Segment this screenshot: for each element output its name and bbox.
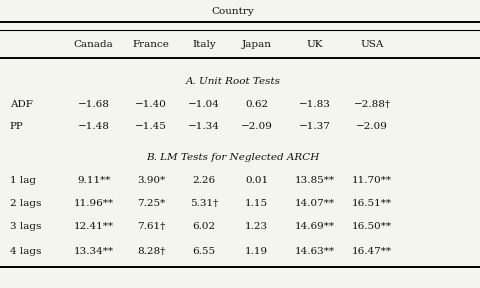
- Text: −1.40: −1.40: [135, 100, 167, 109]
- Text: 14.63**: 14.63**: [294, 247, 335, 256]
- Text: ADF: ADF: [10, 100, 33, 109]
- Text: 5.31†: 5.31†: [190, 199, 218, 209]
- Text: 6.02: 6.02: [192, 222, 216, 232]
- Text: 2 lags: 2 lags: [10, 199, 41, 209]
- Text: 11.70**: 11.70**: [352, 176, 392, 185]
- Text: 16.51**: 16.51**: [352, 199, 392, 209]
- Text: −1.34: −1.34: [188, 122, 220, 131]
- Text: 2.26: 2.26: [192, 176, 216, 185]
- Text: 12.41**: 12.41**: [73, 222, 114, 232]
- Text: 11.96**: 11.96**: [73, 199, 114, 209]
- Text: 13.85**: 13.85**: [294, 176, 335, 185]
- Text: −1.48: −1.48: [78, 122, 109, 131]
- Text: USA: USA: [360, 40, 384, 49]
- Text: −1.04: −1.04: [188, 100, 220, 109]
- Text: Italy: Italy: [192, 40, 216, 49]
- Text: −1.83: −1.83: [299, 100, 330, 109]
- Text: 3.90*: 3.90*: [137, 176, 165, 185]
- Text: Japan: Japan: [242, 40, 272, 49]
- Text: 14.07**: 14.07**: [294, 199, 335, 209]
- Text: Canada: Canada: [74, 40, 113, 49]
- Text: 1.23: 1.23: [245, 222, 268, 232]
- Text: 14.69**: 14.69**: [294, 222, 335, 232]
- Text: 1.19: 1.19: [245, 247, 268, 256]
- Text: −1.45: −1.45: [135, 122, 167, 131]
- Text: Country: Country: [211, 7, 254, 16]
- Text: 1.15: 1.15: [245, 199, 268, 209]
- Text: A. Unit Root Tests: A. Unit Root Tests: [185, 77, 280, 86]
- Text: 16.50**: 16.50**: [352, 222, 392, 232]
- Text: −1.37: −1.37: [299, 122, 330, 131]
- Text: 9.11**: 9.11**: [77, 176, 110, 185]
- Text: 8.28†: 8.28†: [137, 247, 166, 256]
- Text: 13.34**: 13.34**: [73, 247, 114, 256]
- Text: 1 lag: 1 lag: [10, 176, 36, 185]
- Text: 3 lags: 3 lags: [10, 222, 41, 232]
- Text: −1.68: −1.68: [78, 100, 109, 109]
- Text: 6.55: 6.55: [192, 247, 216, 256]
- Text: B. LM Tests for Neglected ARCH: B. LM Tests for Neglected ARCH: [146, 153, 319, 162]
- Text: 0.01: 0.01: [245, 176, 268, 185]
- Text: 7.61†: 7.61†: [137, 222, 166, 232]
- Text: −2.09: −2.09: [241, 122, 273, 131]
- Text: 16.47**: 16.47**: [352, 247, 392, 256]
- Text: 4 lags: 4 lags: [10, 247, 41, 256]
- Text: UK: UK: [306, 40, 323, 49]
- Text: −2.09: −2.09: [356, 122, 388, 131]
- Text: France: France: [133, 40, 169, 49]
- Text: 7.25*: 7.25*: [137, 199, 165, 209]
- Text: 0.62: 0.62: [245, 100, 268, 109]
- Text: PP: PP: [10, 122, 24, 131]
- Text: −2.88†: −2.88†: [353, 100, 391, 109]
